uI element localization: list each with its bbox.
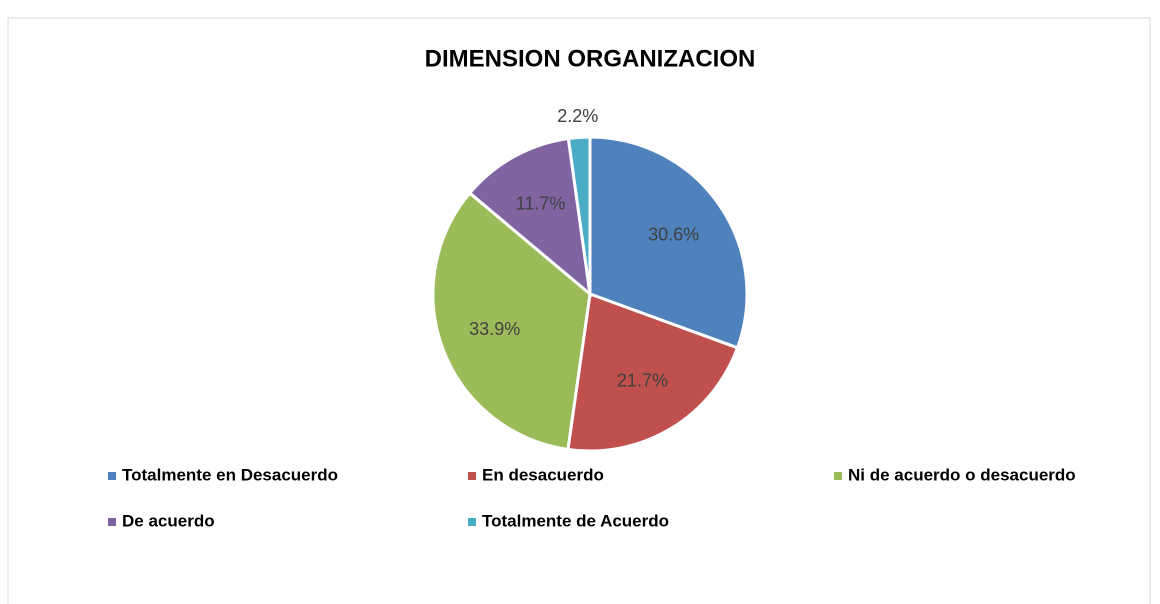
legend-swatch <box>468 472 476 480</box>
legend-label: Ni de acuerdo o desacuerdo <box>848 465 1076 484</box>
legend-label: Totalmente de Acuerdo <box>482 511 669 530</box>
legend-label: Totalmente en Desacuerdo <box>122 465 338 484</box>
data-label: 2.2% <box>557 106 598 126</box>
pie-slice <box>431 190 592 452</box>
legend-swatch <box>108 518 116 526</box>
legend-swatch <box>108 472 116 480</box>
data-label: 33.9% <box>469 319 520 339</box>
pie-slice <box>566 135 592 295</box>
data-label: 21.7% <box>617 370 668 390</box>
legend-swatch <box>468 518 476 526</box>
data-label: 30.6% <box>648 224 699 244</box>
pie-slice <box>566 291 740 453</box>
data-label: 11.7% <box>516 193 566 213</box>
pie-slice <box>467 136 593 298</box>
legend-label: De acuerdo <box>122 511 215 530</box>
chart-title: DIMENSION ORGANIZACION <box>425 45 756 72</box>
legend-label: En desacuerdo <box>482 465 604 484</box>
legend-swatch <box>834 472 842 480</box>
pie-slice <box>588 135 749 350</box>
